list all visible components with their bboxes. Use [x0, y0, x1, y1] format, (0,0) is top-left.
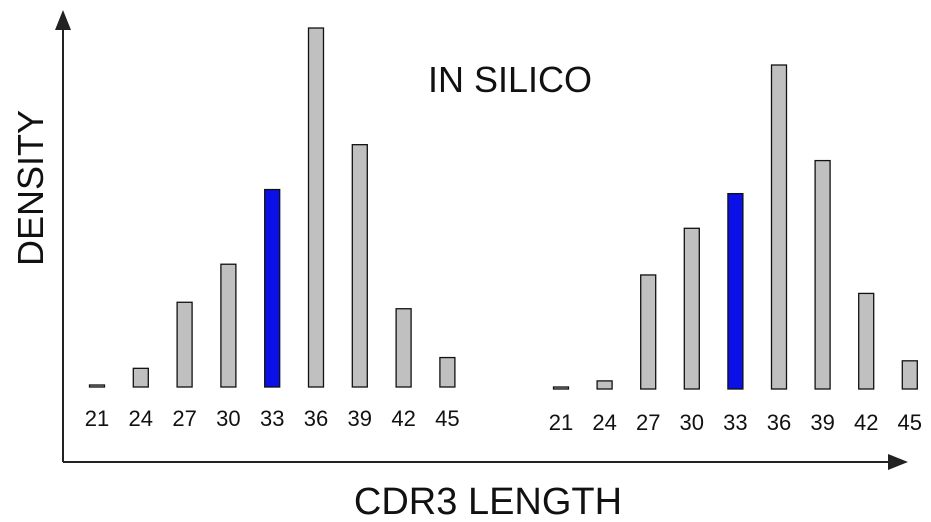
bar-27 — [176, 301, 193, 388]
tick-label-33: 33 — [723, 410, 747, 435]
bar-36 — [307, 27, 325, 388]
tick-label-21: 21 — [549, 410, 573, 435]
bar-30 — [683, 227, 700, 390]
tick-label-24: 24 — [129, 406, 153, 431]
bar-42 — [395, 308, 412, 388]
bar-33 — [264, 188, 281, 388]
x-axis-arrowhead — [888, 454, 908, 470]
bar-30 — [220, 263, 237, 388]
bar-33 — [727, 192, 744, 390]
tick-label-36: 36 — [767, 410, 791, 435]
chart-panel-right: 21 24 27 30 33 36 39 42 45 — [549, 64, 922, 435]
tick-label-36: 36 — [304, 406, 328, 431]
tick-label-45: 45 — [435, 406, 459, 431]
chart-panel-left: 21 24 27 30 33 36 39 42 45 — [85, 27, 460, 431]
y-axis-title: DENSITY — [10, 110, 51, 266]
bar-45 — [439, 356, 456, 388]
bar-21 — [552, 386, 570, 390]
bar-24 — [596, 380, 613, 390]
y-axis-arrowhead — [55, 10, 71, 30]
tick-label-42: 42 — [391, 406, 415, 431]
tick-label-27: 27 — [636, 410, 660, 435]
bar-39 — [351, 144, 368, 388]
bar-42 — [858, 292, 875, 390]
tick-label-30: 30 — [216, 406, 240, 431]
bar-36 — [770, 64, 788, 390]
tick-label-45: 45 — [898, 410, 922, 435]
tick-label-27: 27 — [172, 406, 196, 431]
x-axis-title: CDR3 LENGTH — [354, 481, 622, 522]
bar-27 — [640, 274, 657, 390]
tick-label-42: 42 — [854, 410, 878, 435]
bar-45 — [901, 360, 918, 390]
in-silico-title: IN SILICO — [428, 59, 592, 100]
tick-label-39: 39 — [810, 410, 834, 435]
tick-label-24: 24 — [592, 410, 616, 435]
bar-24 — [132, 367, 149, 388]
tick-label-39: 39 — [348, 406, 372, 431]
tick-label-30: 30 — [680, 410, 704, 435]
bar-39 — [814, 159, 831, 390]
tick-label-33: 33 — [260, 406, 284, 431]
bar-21 — [88, 384, 106, 388]
tick-label-21: 21 — [85, 406, 109, 431]
